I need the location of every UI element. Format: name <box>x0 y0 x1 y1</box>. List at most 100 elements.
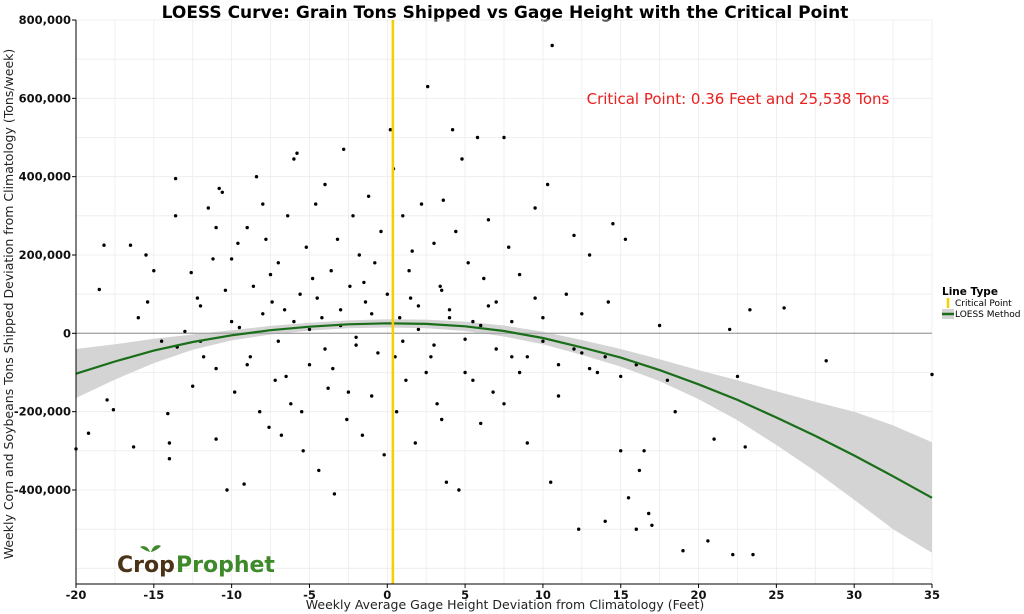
scatter-point <box>486 304 491 308</box>
scatter-point <box>619 374 623 379</box>
scatter-point <box>665 378 670 382</box>
scatter-point <box>173 214 178 218</box>
scatter-point <box>304 245 308 249</box>
scatter-point <box>292 157 296 161</box>
scatter-point <box>370 312 374 316</box>
x-tick-label: -15 <box>143 588 164 602</box>
scatter-point <box>435 402 439 406</box>
scatter-point <box>229 319 234 324</box>
scatter-point <box>533 296 537 300</box>
scatter-point <box>782 306 786 310</box>
scatter-point <box>201 355 206 359</box>
scatter-point <box>276 339 280 343</box>
scatter-point <box>223 288 228 292</box>
scatter-point <box>351 214 355 218</box>
scatter-point <box>401 339 405 343</box>
scatter-point <box>225 488 229 492</box>
scatter-point <box>195 296 200 300</box>
y-tick-label: 200,000 <box>19 248 71 262</box>
scatter-point <box>471 319 475 324</box>
scatter-point <box>261 202 265 206</box>
scatter-point <box>657 323 662 328</box>
scatter-point <box>329 269 333 273</box>
y-axis-label: Weekly Corn and Soybeans Tons Shipped De… <box>1 49 16 560</box>
scatter-point <box>342 147 346 151</box>
scatter-point <box>486 218 491 222</box>
scatter-point <box>145 300 150 304</box>
scatter-point <box>315 296 319 300</box>
scatter-point <box>144 253 148 257</box>
scatter-point <box>502 135 506 140</box>
scatter-point <box>332 492 337 496</box>
scatter-points <box>74 43 934 557</box>
scatter-point <box>128 243 133 247</box>
scatter-point <box>102 243 106 247</box>
scatter-point <box>510 355 514 359</box>
y-tick-label: 800,000 <box>19 13 71 27</box>
scatter-point <box>587 253 592 257</box>
scatter-point <box>214 437 218 441</box>
scatter-point <box>286 214 290 218</box>
logo-text-prophet: Prophet <box>176 553 275 578</box>
scatter-point <box>86 431 91 435</box>
x-tick-label: 25 <box>768 588 784 602</box>
loess-curve-layer <box>75 322 933 499</box>
scatter-point <box>457 488 461 492</box>
scatter-point <box>345 417 349 422</box>
legend-title: Line Type <box>942 286 998 298</box>
scatter-point <box>206 206 210 210</box>
scatter-point <box>611 222 615 226</box>
y-tick-label: 600,000 <box>19 91 71 105</box>
x-tick-label: 20 <box>691 588 707 602</box>
scatter-point <box>131 445 136 449</box>
scatter-point <box>408 296 413 300</box>
scatter-point <box>572 233 576 238</box>
scatter-point <box>619 449 623 453</box>
scatter-point <box>385 292 389 296</box>
scatter-point <box>366 194 371 198</box>
scatter-point <box>424 370 428 375</box>
x-tick-label: 15 <box>613 588 629 602</box>
scatter-point <box>751 552 755 557</box>
scatter-point <box>432 241 436 245</box>
scatter-point <box>712 437 716 441</box>
scatter-point <box>270 300 274 304</box>
scatter-point <box>166 411 170 416</box>
scatter-point <box>595 370 600 375</box>
scatter-point <box>545 182 550 187</box>
scatter-point <box>491 390 495 394</box>
scatter-point <box>251 284 256 288</box>
scatter-point <box>300 410 304 414</box>
scatter-point <box>466 261 470 265</box>
scatter-point <box>419 202 424 206</box>
scatter-point <box>440 288 444 292</box>
scatter-point <box>426 84 430 89</box>
scatter-point <box>447 308 452 312</box>
scatter-point <box>167 441 172 445</box>
scatter-point <box>268 272 273 277</box>
scatter-point <box>517 370 522 375</box>
x-axis-ticks: -20 -15 -10 -5 0 5 10 15 20 25 30 35 <box>66 584 940 602</box>
scatter-point <box>220 190 224 194</box>
y-axis-ticks: -400,000 -200,000 0 200,000 400,000 600,000 80… <box>14 13 76 497</box>
scatter-point <box>191 384 195 388</box>
logo-text-crop: Crop <box>117 553 175 578</box>
scatter-point <box>533 206 537 210</box>
scatter-point <box>398 316 402 320</box>
scatter-point <box>502 402 506 406</box>
scatter-point <box>475 135 480 140</box>
scatter-point <box>735 374 740 379</box>
scatter-point <box>824 359 828 363</box>
scatter-point <box>331 366 335 371</box>
y-tick-label: 0 <box>63 326 71 340</box>
scatter-point <box>320 316 324 320</box>
scatter-point <box>382 453 386 457</box>
scatter-point <box>541 316 545 320</box>
loess-curve <box>75 322 933 499</box>
scatter-point <box>335 237 340 241</box>
scatter-point <box>348 284 352 288</box>
scatter-point <box>603 519 607 523</box>
scatter-point <box>248 355 252 359</box>
scatter-point <box>388 128 393 132</box>
scatter-point <box>549 480 553 484</box>
